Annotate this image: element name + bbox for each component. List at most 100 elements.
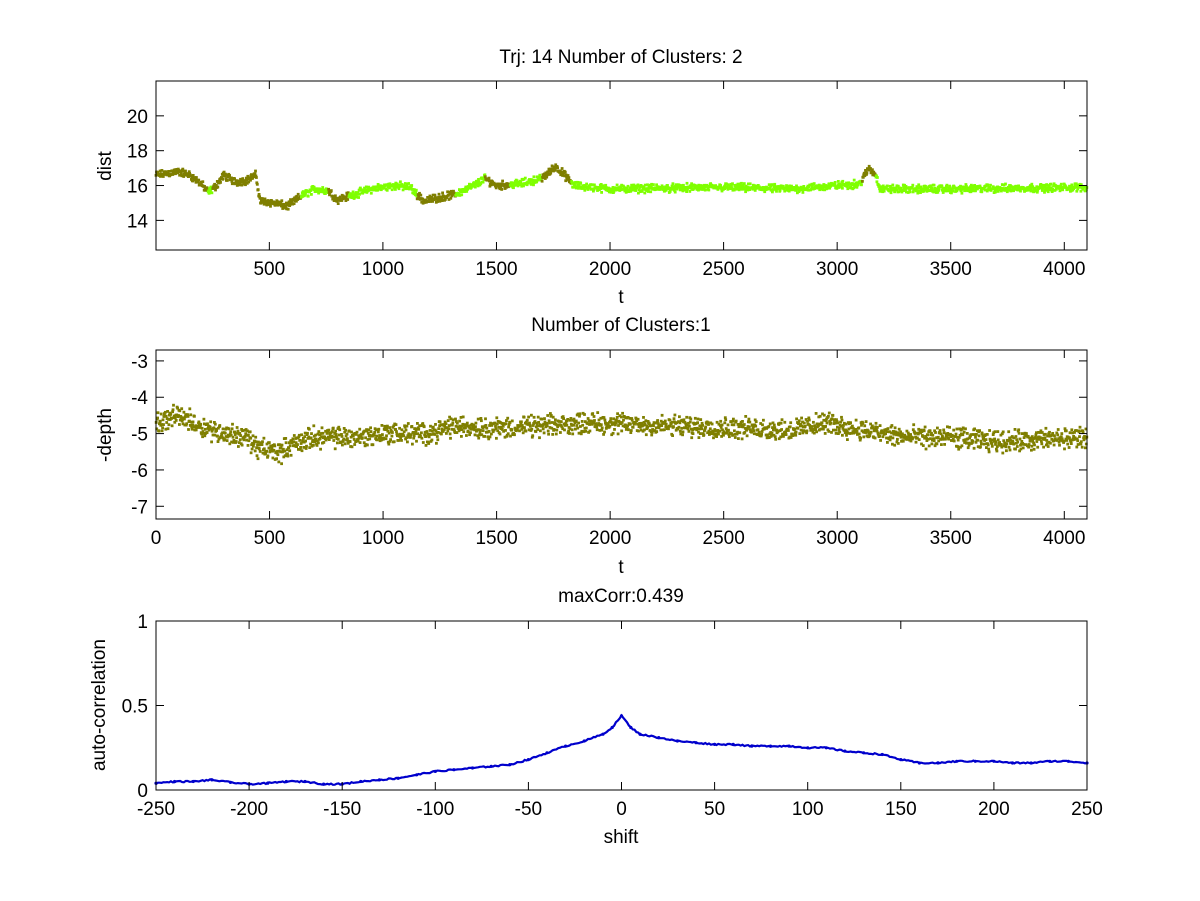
data-point <box>722 433 725 437</box>
data-point <box>357 434 361 438</box>
data-point <box>609 420 613 424</box>
data-point <box>409 186 413 189</box>
data-point <box>767 183 771 187</box>
data-point <box>638 732 642 736</box>
data-point <box>334 194 337 198</box>
data-point <box>586 422 590 426</box>
data-point <box>416 422 419 425</box>
data-point <box>575 185 578 189</box>
data-point <box>566 174 570 177</box>
data-point <box>529 424 532 428</box>
data-point <box>919 185 923 189</box>
data-point <box>286 207 290 211</box>
data-point <box>1030 182 1034 186</box>
data-point <box>386 424 389 428</box>
data-point <box>185 172 189 176</box>
data-point <box>651 428 654 431</box>
data-point <box>917 427 921 431</box>
data-point <box>415 194 419 198</box>
data-point <box>255 454 259 458</box>
data-point <box>412 436 416 440</box>
data-point <box>1066 442 1070 446</box>
data-point <box>188 424 192 427</box>
data-point <box>851 183 855 186</box>
data-point <box>353 195 356 199</box>
data-point <box>559 420 563 423</box>
data-point <box>907 433 911 437</box>
data-point <box>1074 429 1078 432</box>
data-point <box>301 439 304 443</box>
data-point <box>1046 434 1050 438</box>
data-point <box>759 434 763 438</box>
data-point <box>982 442 986 446</box>
data-point <box>488 424 491 427</box>
data-point <box>892 430 896 433</box>
data-point <box>247 434 250 437</box>
data-point <box>881 186 884 190</box>
data-point <box>178 423 181 426</box>
data-point <box>1005 442 1009 446</box>
data-point <box>295 194 299 198</box>
data-point <box>635 186 638 190</box>
data-point <box>382 186 386 190</box>
data-point <box>431 200 434 203</box>
data-point <box>1058 443 1061 447</box>
data-point <box>678 421 682 425</box>
data-point <box>901 432 904 436</box>
data-point <box>413 427 416 430</box>
data-point <box>560 170 564 174</box>
data-point <box>952 439 956 443</box>
data-point <box>176 171 180 175</box>
data-point <box>294 441 298 445</box>
data-point <box>480 433 484 437</box>
data-point <box>733 433 737 436</box>
data-point <box>1059 439 1062 442</box>
data-point <box>340 199 344 202</box>
data-point <box>551 415 555 419</box>
data-point <box>229 430 233 434</box>
data-point <box>563 428 566 432</box>
data-point <box>748 182 752 186</box>
data-point <box>692 187 695 191</box>
data-point <box>770 432 774 435</box>
data-point <box>933 429 936 433</box>
data-point <box>188 407 192 411</box>
data-point <box>425 434 428 438</box>
data-point <box>591 412 595 415</box>
data-point <box>156 170 160 174</box>
data-point <box>957 447 961 451</box>
data-point <box>816 186 820 190</box>
data-point <box>875 429 879 433</box>
data-point <box>506 432 510 436</box>
data-point <box>375 434 379 438</box>
data-point <box>1063 447 1066 451</box>
data-point <box>254 435 258 439</box>
data-point <box>611 186 615 189</box>
data-point <box>416 432 420 436</box>
data-point <box>354 433 358 436</box>
data-point <box>249 451 253 455</box>
data-point <box>494 427 498 431</box>
data-point <box>265 449 268 453</box>
data-point <box>503 435 507 439</box>
data-point <box>1043 188 1047 192</box>
data-point <box>1015 445 1019 448</box>
data-point <box>1018 449 1021 453</box>
data-point <box>1044 187 1048 190</box>
data-point <box>1075 437 1079 441</box>
data-point <box>812 420 815 424</box>
data-point <box>1008 436 1011 440</box>
data-point <box>564 173 568 177</box>
data-point <box>578 412 582 416</box>
data-point <box>634 417 638 421</box>
data-point <box>202 432 205 435</box>
data-point <box>196 180 200 184</box>
x-axis-label: shift <box>604 827 640 848</box>
data-point <box>861 179 864 183</box>
data-point <box>650 433 654 437</box>
data-point <box>601 732 605 736</box>
data-point <box>932 439 936 442</box>
data-point <box>810 425 814 428</box>
data-point <box>639 428 643 432</box>
data-point <box>778 188 782 192</box>
